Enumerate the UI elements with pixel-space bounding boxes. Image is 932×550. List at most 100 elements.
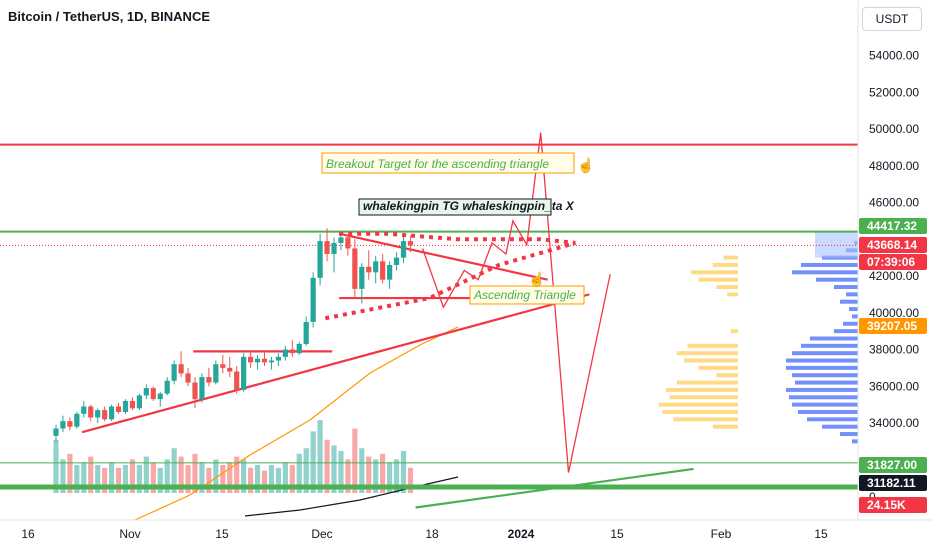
price-label-box (859, 318, 927, 334)
projection-path (421, 132, 611, 473)
candle-body (317, 241, 323, 278)
volume-bar (129, 459, 136, 493)
price-label-text: 31182.11 (867, 476, 916, 490)
candle-body (60, 421, 66, 429)
price-label-text: 31827.00 (867, 458, 917, 472)
volume-profile (658, 231, 858, 444)
profile-bar-yellow (684, 358, 738, 363)
price-label-box (859, 237, 927, 253)
volume-bar (178, 456, 184, 493)
profile-bar-yellow (716, 373, 738, 378)
profile-bar-blue (786, 365, 858, 370)
profile-bar-yellow (673, 417, 738, 422)
volume-bar (67, 453, 73, 493)
price-label-box (859, 457, 927, 473)
candle-body (248, 356, 254, 363)
candle-body (338, 237, 344, 243)
currency-selector[interactable]: USDT (862, 7, 922, 31)
profile-bar-yellow (712, 262, 738, 267)
profile-bar-blue (840, 432, 858, 437)
y-tick-label: 42000.00 (869, 269, 919, 283)
candle-body (366, 266, 372, 273)
volume-bar (282, 462, 288, 493)
volume-bar (143, 456, 149, 493)
volume-bar (268, 465, 275, 493)
volume-bar (331, 445, 337, 493)
profile-bar-yellow (691, 270, 738, 275)
profile-bar-blue (792, 270, 858, 275)
candle-body (400, 241, 407, 258)
volume-bar (261, 470, 268, 493)
volume-bar (400, 451, 407, 493)
profile-bar-blue (816, 277, 858, 282)
candle-body (67, 421, 73, 427)
profile-bar-blue (834, 285, 858, 290)
profile-bar-blue (840, 299, 858, 304)
volume-bars (53, 420, 414, 493)
price-label-box (859, 218, 927, 234)
y-tick-label: 36000.00 (869, 379, 919, 393)
price-label-text: 07:39:06 (867, 255, 915, 269)
profile-bar-yellow (669, 395, 738, 400)
candle-body (213, 364, 219, 383)
candle-body (157, 393, 163, 400)
candle-body (261, 358, 268, 363)
x-tick-label: 15 (215, 527, 229, 541)
candle-body (171, 364, 177, 381)
candle-body (296, 343, 302, 354)
volume-bar (199, 462, 205, 493)
trendline-green-diagonal (415, 467, 694, 509)
candle-body (53, 428, 59, 436)
candle-body (164, 380, 170, 394)
price-label-box (859, 497, 927, 513)
volume-bar (241, 459, 247, 493)
volume-bar (317, 420, 323, 493)
x-tick-label: Dec (311, 527, 332, 541)
volume-bar (275, 467, 281, 493)
annotation-box (469, 285, 585, 305)
ma-black-line (244, 476, 459, 517)
candle-body (129, 400, 136, 409)
candle-body (122, 400, 129, 412)
profile-bar-blue (852, 314, 858, 319)
candle-body (199, 377, 205, 400)
candle-body (220, 364, 226, 368)
volume-bar (88, 456, 94, 493)
profile-bar-blue (792, 373, 858, 378)
profile-bar-blue (846, 292, 858, 297)
volume-bar (122, 465, 129, 493)
candle-body (282, 349, 288, 357)
dotted-line (324, 241, 577, 321)
volume-bar (373, 459, 379, 493)
volume-bar (136, 465, 142, 493)
volume-bar (359, 448, 365, 493)
candle-body (352, 248, 358, 289)
candle-body (407, 241, 414, 246)
annotation-text: Ascending Triangle (473, 288, 576, 302)
candle-body (254, 358, 261, 363)
profile-bar-yellow (658, 402, 738, 407)
price-label-text: 24.15K (867, 498, 906, 512)
volume-bar (157, 467, 163, 493)
price-label-box (859, 475, 927, 491)
profile-bar-yellow (727, 292, 738, 297)
profile-bar-blue (822, 424, 858, 429)
x-tick-label: 16 (21, 527, 35, 541)
profile-bar-yellow (712, 424, 738, 429)
horizontal-levels (0, 143, 858, 490)
candle-body (136, 395, 142, 409)
volume-bar (380, 453, 386, 493)
volume-bar (95, 465, 101, 493)
profile-bar-blue (795, 380, 858, 385)
profile-bar-blue (792, 351, 858, 356)
profile-bar-blue (792, 402, 858, 407)
candle-body (393, 257, 400, 265)
profile-bar-yellow (730, 329, 738, 334)
profile-bar-blue (810, 336, 858, 341)
dotted-line (339, 231, 576, 245)
candle-body (109, 406, 115, 420)
annotation-box (358, 198, 552, 216)
profile-bar-yellow (698, 365, 738, 370)
candle-body (324, 241, 330, 254)
